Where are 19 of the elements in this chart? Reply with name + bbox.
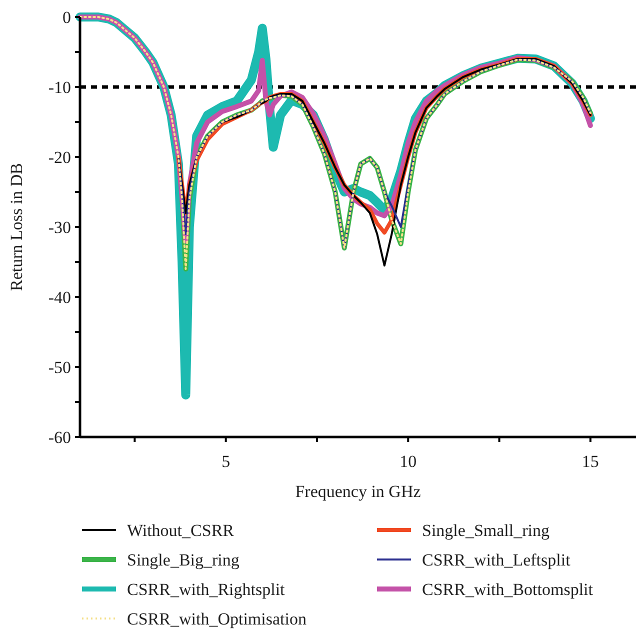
legend-label: Without_CSRR	[127, 521, 235, 540]
y-tick-label: -40	[48, 288, 71, 307]
x-tick-label: 5	[222, 452, 230, 471]
legend-label: CSRR_with_Rightsplit	[127, 580, 286, 599]
x-tick-label: 15	[582, 452, 599, 471]
legend-label: CSRR_with_Bottomsplit	[422, 580, 594, 599]
legend-label: Single_Big_ring	[127, 550, 240, 570]
y-axis-title: Return Loss in DB	[7, 163, 26, 291]
y-tick-label: -60	[48, 428, 71, 447]
y-tick-label: -20	[48, 148, 71, 167]
x-axis-title: Frequency in GHz	[295, 482, 422, 501]
y-tick-label: -10	[48, 78, 71, 97]
legend-label: Single_Small_ring	[422, 521, 550, 540]
legend-label: CSRR_with_Optimisation	[127, 610, 307, 628]
y-tick-label: -30	[48, 218, 71, 237]
x-tick-label: 10	[400, 452, 417, 471]
y-tick-label: 0	[62, 8, 71, 27]
y-tick-label: -50	[48, 358, 71, 377]
legend-label: CSRR_with_Leftsplit	[422, 550, 571, 570]
